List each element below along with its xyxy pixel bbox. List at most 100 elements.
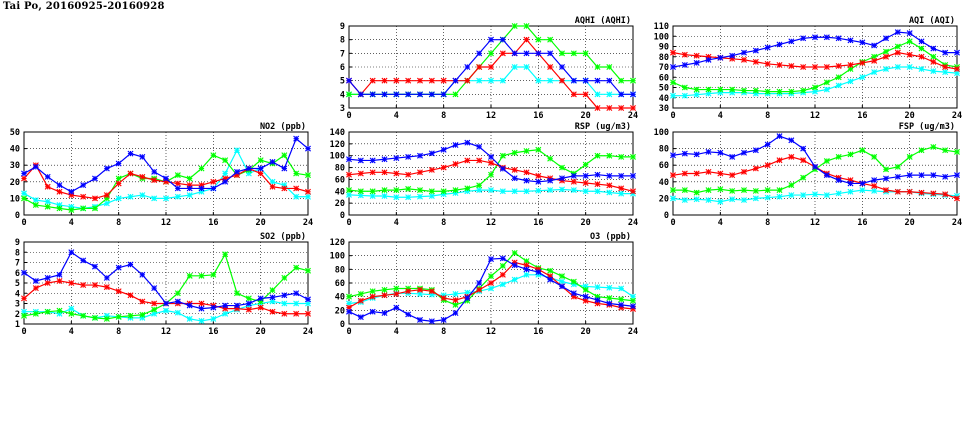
x-tick-label: 4 bbox=[718, 111, 723, 121]
data-point bbox=[174, 309, 181, 316]
data-point bbox=[764, 60, 771, 67]
data-point bbox=[381, 193, 388, 200]
x-tick-label: 12 bbox=[161, 327, 171, 337]
data-point bbox=[788, 153, 795, 160]
data-point bbox=[570, 91, 577, 98]
data-point bbox=[393, 187, 400, 194]
data-point bbox=[800, 64, 807, 70]
data-point bbox=[293, 310, 300, 317]
data-point bbox=[281, 310, 288, 317]
data-point bbox=[92, 263, 98, 270]
y-tick-label: 40 bbox=[335, 293, 345, 303]
data-point bbox=[717, 86, 724, 93]
data-point bbox=[681, 150, 688, 157]
data-point bbox=[198, 300, 205, 307]
data-point bbox=[499, 165, 506, 172]
data-point bbox=[630, 297, 636, 304]
data-point bbox=[547, 276, 554, 283]
data-point bbox=[705, 197, 712, 204]
data-point bbox=[346, 293, 352, 300]
data-point bbox=[523, 271, 530, 278]
data-point bbox=[547, 187, 554, 194]
y-tick-label: 100 bbox=[654, 32, 669, 42]
page-title: Tai Po, 20160925-20160928 bbox=[3, 1, 165, 12]
data-point bbox=[44, 274, 51, 281]
data-point bbox=[21, 269, 27, 276]
data-point bbox=[357, 314, 364, 321]
data-point bbox=[488, 36, 494, 43]
data-point bbox=[305, 310, 311, 317]
data-point bbox=[269, 294, 276, 301]
data-point bbox=[269, 287, 276, 294]
y-tick-label: 7 bbox=[340, 49, 345, 59]
data-point bbox=[535, 178, 542, 185]
data-point bbox=[440, 146, 447, 153]
data-point bbox=[393, 290, 400, 297]
data-point bbox=[847, 61, 854, 68]
data-point bbox=[717, 54, 724, 61]
data-point bbox=[693, 170, 700, 177]
data-point bbox=[68, 280, 75, 286]
data-point bbox=[594, 105, 601, 111]
data-point bbox=[305, 145, 311, 152]
x-tick-label: 20 bbox=[581, 218, 591, 228]
x-tick-label: 8 bbox=[116, 327, 121, 337]
x-tick-label: 20 bbox=[581, 327, 591, 337]
data-point bbox=[293, 135, 300, 142]
y-tick-label: 110 bbox=[654, 22, 669, 32]
data-point bbox=[570, 187, 577, 194]
chart-title: AQHI (AQHI) bbox=[575, 16, 631, 26]
data-point bbox=[476, 50, 483, 57]
chart-aqhi: 0 4 8 12 16 20 24 3 4 5 6 7 8 9 AQHI (AQHI) bbox=[340, 16, 638, 121]
data-point bbox=[293, 185, 300, 192]
data-point bbox=[428, 77, 435, 84]
data-point bbox=[139, 153, 146, 160]
data-point bbox=[918, 45, 925, 52]
y-tick-label: 60 bbox=[659, 161, 669, 171]
data-point bbox=[186, 175, 193, 182]
y-tick-label: 0 bbox=[340, 211, 345, 221]
data-point bbox=[198, 165, 205, 172]
y-tick-label: 70 bbox=[659, 63, 669, 73]
data-point bbox=[954, 172, 960, 179]
y-tick-label: 40 bbox=[659, 94, 669, 104]
data-point bbox=[417, 193, 423, 200]
data-point bbox=[752, 195, 759, 202]
data-point bbox=[476, 286, 483, 293]
data-point bbox=[693, 196, 700, 203]
data-point bbox=[357, 91, 364, 98]
data-point bbox=[582, 172, 589, 179]
data-point bbox=[859, 147, 866, 154]
data-point bbox=[606, 295, 613, 302]
data-point bbox=[476, 187, 483, 194]
data-point bbox=[103, 315, 110, 322]
data-point bbox=[381, 292, 388, 299]
data-point bbox=[346, 77, 352, 84]
data-point bbox=[464, 139, 471, 146]
data-point bbox=[717, 149, 724, 156]
data-point bbox=[245, 165, 252, 172]
data-point bbox=[80, 193, 87, 200]
data-point bbox=[752, 187, 759, 194]
data-point bbox=[163, 300, 169, 307]
data-point bbox=[92, 195, 98, 202]
data-point bbox=[559, 283, 565, 290]
data-point bbox=[139, 311, 146, 318]
data-point bbox=[151, 306, 158, 313]
data-point bbox=[210, 271, 217, 278]
data-point bbox=[670, 172, 676, 179]
data-point bbox=[499, 36, 506, 43]
data-point bbox=[681, 170, 688, 177]
data-point bbox=[186, 272, 193, 279]
data-point bbox=[452, 161, 459, 168]
data-point bbox=[823, 192, 830, 199]
data-point bbox=[547, 77, 554, 84]
y-tick-label: 100 bbox=[330, 152, 345, 162]
data-point bbox=[186, 302, 193, 309]
data-point bbox=[764, 141, 771, 148]
data-point bbox=[44, 280, 51, 286]
data-point bbox=[92, 282, 98, 289]
data-point bbox=[871, 187, 878, 194]
data-point bbox=[930, 53, 937, 60]
data-point bbox=[257, 165, 264, 172]
